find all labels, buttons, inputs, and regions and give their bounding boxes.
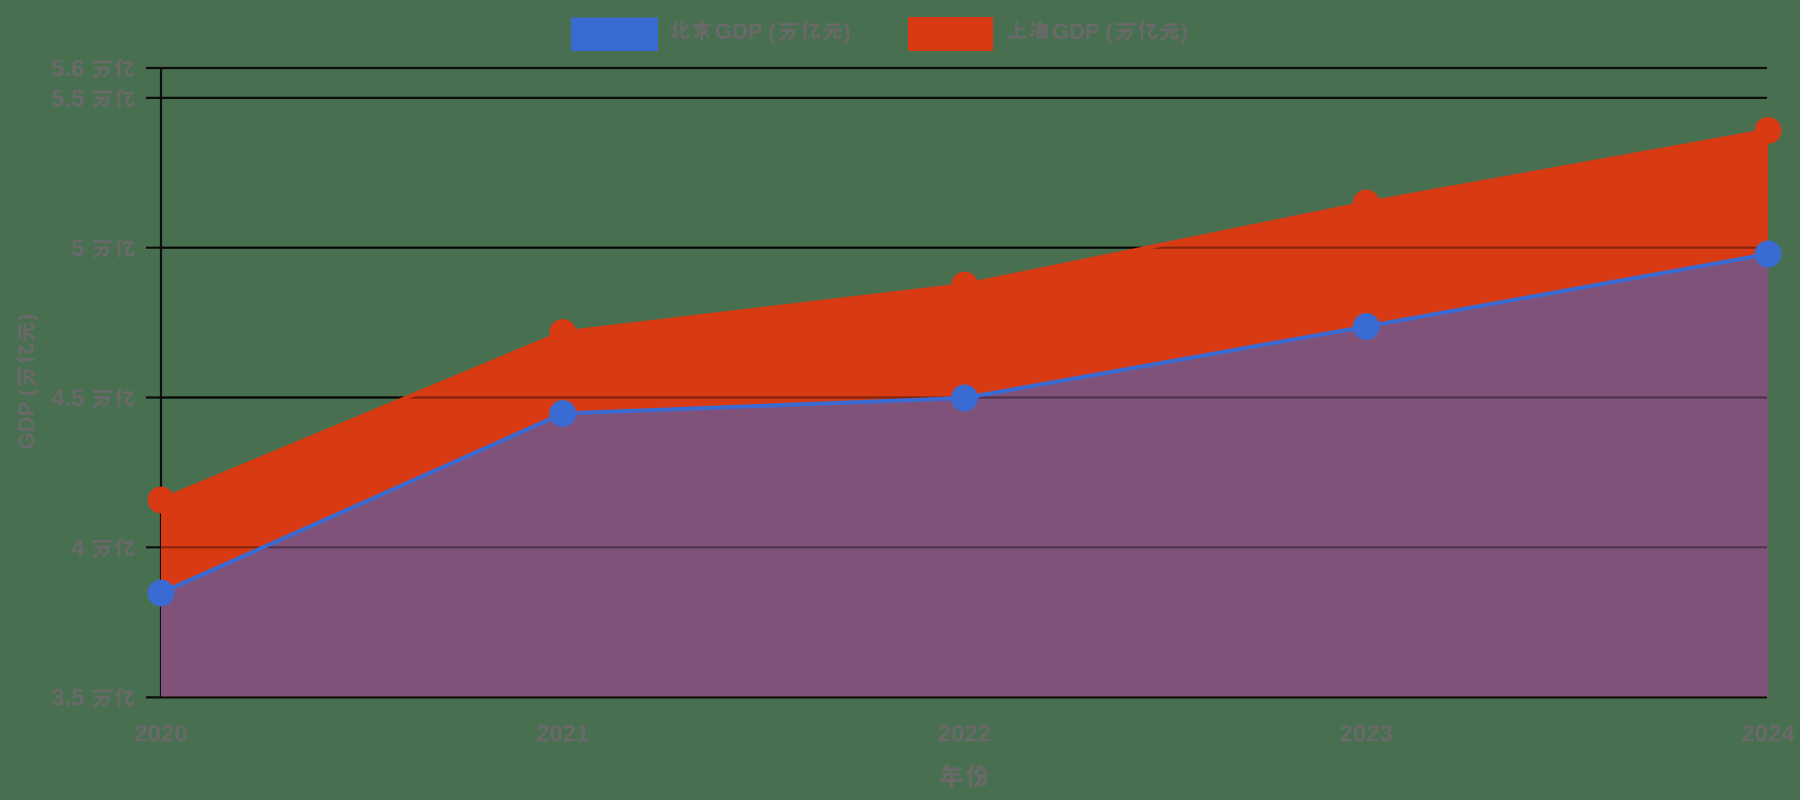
svg-text:5.5: 5.5 xyxy=(51,85,84,112)
svg-text:2022: 2022 xyxy=(938,721,991,748)
svg-text:2024: 2024 xyxy=(1741,721,1795,748)
svg-text:2021: 2021 xyxy=(536,721,589,748)
svg-text:5: 5 xyxy=(71,235,84,262)
svg-text:2020: 2020 xyxy=(134,721,187,748)
svg-text:GDP (: GDP ( xyxy=(715,19,776,44)
svg-text:5.6: 5.6 xyxy=(51,56,84,83)
svg-text:3.5: 3.5 xyxy=(51,685,84,712)
svg-text:): ) xyxy=(1181,19,1188,44)
svg-text:4.5: 4.5 xyxy=(51,385,84,412)
svg-text:GDP (: GDP ( xyxy=(14,388,39,449)
svg-text:4: 4 xyxy=(71,535,85,562)
svg-text:2023: 2023 xyxy=(1340,721,1393,748)
svg-text:): ) xyxy=(844,19,851,44)
svg-text:GDP (: GDP ( xyxy=(1052,19,1113,44)
svg-text:): ) xyxy=(14,314,39,321)
